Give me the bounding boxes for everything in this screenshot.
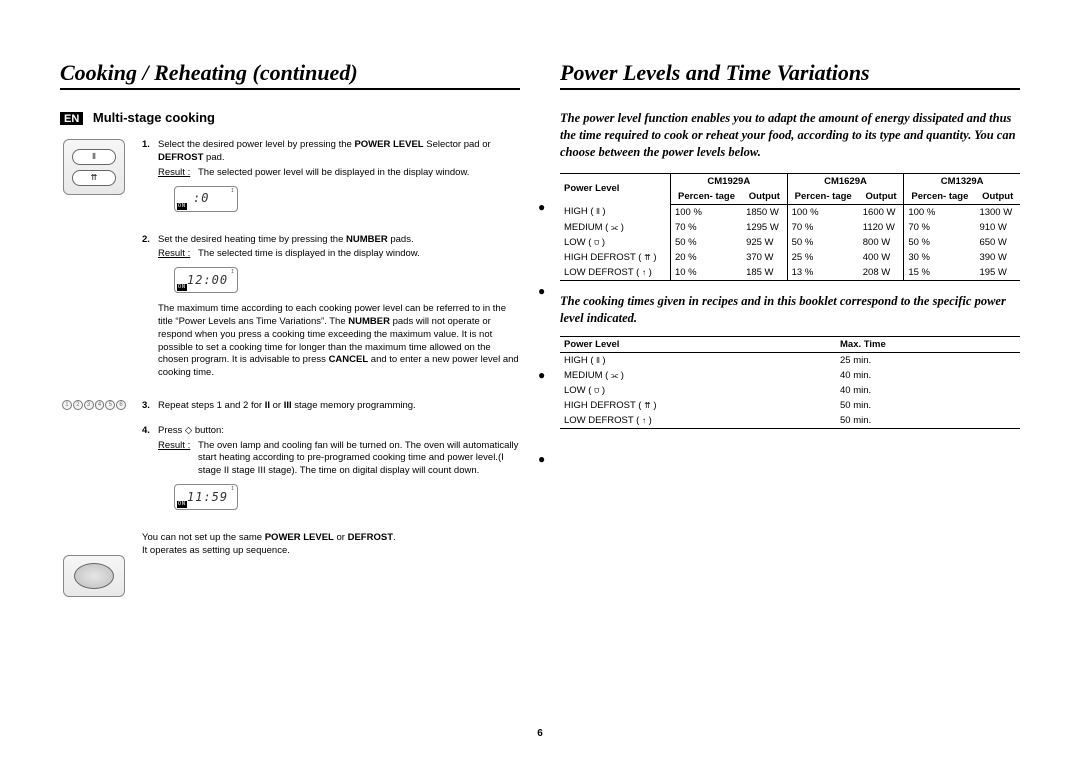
display-illustration-1: ONI :0 [174,186,238,212]
right-section-title: Power Levels and Time Variations [560,60,1020,90]
step-body: Select the desired power level by pressi… [158,139,520,165]
step-number: 4. [142,425,158,520]
model-header: CM1629A [787,173,904,189]
number-pads-illustration: 1 2 3 4 5 6 [62,395,126,415]
result-label: Result : [158,248,198,261]
intro-paragraph: The power level function enables you to … [560,110,1020,161]
step-number: 2. [142,234,158,389]
col-power-level: Power Level [560,173,670,204]
step2-note: The maximum time according to each cooki… [158,303,520,380]
en-badge: EN [60,112,83,125]
power-level-table: Power Level CM1929A CM1629A CM1329A Perc… [560,173,1020,281]
result-text: The selected time is displayed in the di… [198,248,520,261]
page-number: 6 [537,728,543,739]
result-text: The selected power level will be display… [198,167,520,180]
numpad-2: 2 [73,400,83,410]
numpad-3: 3 [84,400,94,410]
table-row: LOW ( ⩌ )40 min. [560,383,1020,398]
model-header: CM1329A [904,173,1020,189]
max-time-table: Power Level Max. Time HIGH ( ⦀ )25 min.M… [560,336,1020,429]
table-row: HIGH DEFROST ( ⇈ )20 %370 W25 %400 W30 %… [560,250,1020,265]
table-row: HIGH ( ⦀ )25 min. [560,353,1020,369]
table-row: HIGH ( ⦀ )100 %1850 W100 %1600 W100 %130… [560,204,1020,220]
maxtime-header-level: Power Level [560,337,836,353]
step-body: Repeat steps 1 and 2 for II or III stage… [158,400,520,413]
table-row: HIGH DEFROST ( ⇈ )50 min. [560,398,1020,413]
result-label: Result : [158,440,198,478]
table-row: LOW DEFROST ( ↑ )10 %185 W13 %208 W15 %1… [560,265,1020,281]
display-illustration-2: ONI 12:00 [174,267,238,293]
defrost-icon: ⇈ [91,173,98,182]
start-dial-illustration [63,555,125,597]
left-section-title: Cooking / Reheating (continued) [60,60,520,90]
numpad-6: 6 [116,400,126,410]
margin-bullets: ●●●● [538,200,545,466]
table-row: MEDIUM ( ⫘ )70 %1295 W70 %1120 W70 %910 … [560,220,1020,235]
subheading-row: EN Multi-stage cooking [60,110,520,125]
result-label: Result : [158,167,198,180]
step-number: 1. [142,139,158,221]
step-body: Press ◇ button: [158,425,520,438]
step-body: Set the desired heating time by pressing… [158,234,520,247]
table-row: MEDIUM ( ⫘ )40 min. [560,368,1020,383]
note-paragraph: The cooking times given in recipes and i… [560,293,1020,327]
power-level-pads-illustration: ⦀ ⇈ [63,139,125,195]
table-row: LOW ( ⩌ )50 %925 W50 %800 W50 %650 W [560,235,1020,250]
high-icon: ⦀ [92,152,96,162]
footer-note: You can not set up the same POWER LEVEL … [142,532,520,558]
numpad-4: 4 [95,400,105,410]
display-illustration-3: ONI 11:59 [174,484,238,510]
maxtime-header-time: Max. Time [836,337,1020,353]
numpad-1: 1 [62,400,72,410]
subheading-text: Multi-stage cooking [93,110,215,125]
numpad-5: 5 [105,400,115,410]
result-text: The oven lamp and cooling fan will be tu… [198,440,520,478]
table-row: LOW DEFROST ( ↑ )50 min. [560,413,1020,429]
step-number: 3. [142,400,158,413]
model-header: CM1929A [670,173,787,189]
